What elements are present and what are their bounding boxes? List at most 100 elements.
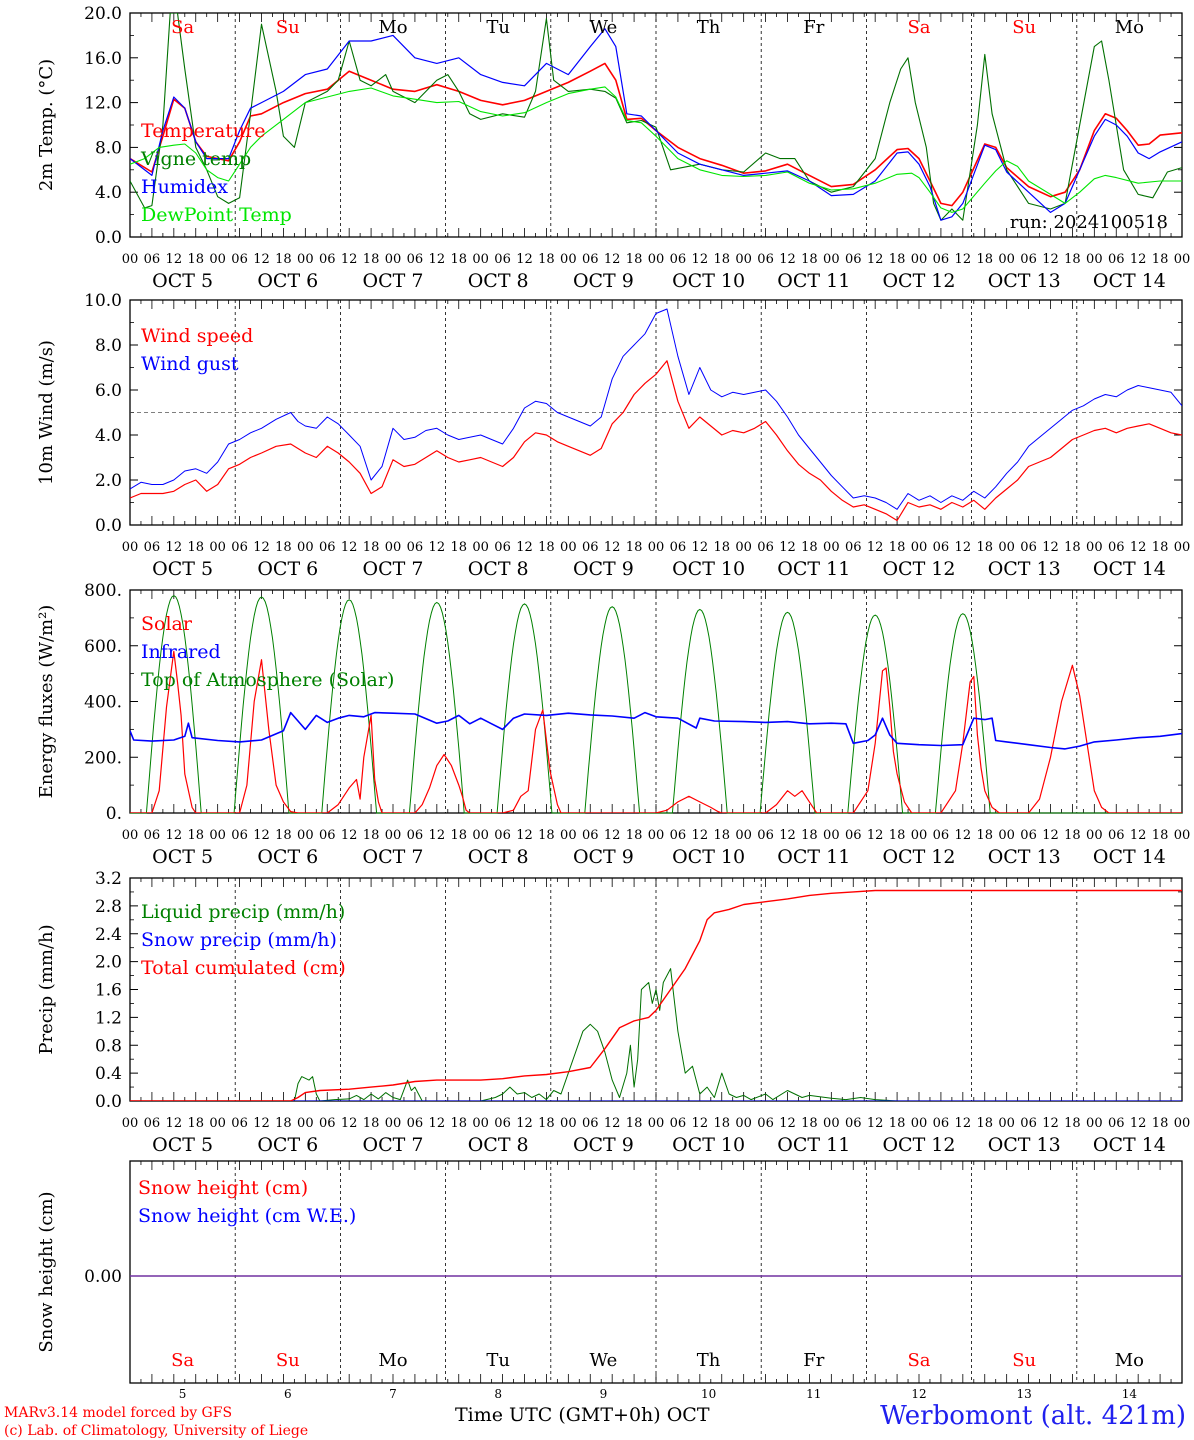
date-label: OCT 9 bbox=[573, 558, 634, 580]
hour-label: 18 bbox=[275, 540, 292, 555]
date-label: OCT 7 bbox=[363, 1134, 424, 1156]
model-credit: MARv3.14 model forced by GFS bbox=[4, 1405, 233, 1421]
hour-label: 00 bbox=[648, 1116, 665, 1131]
hour-label: 00 bbox=[998, 828, 1015, 843]
hour-label: 00 bbox=[735, 540, 752, 555]
y-tick-label: 8.0 bbox=[95, 336, 122, 356]
hour-label: 06 bbox=[1108, 540, 1125, 555]
y-tick-label: 2.0 bbox=[95, 471, 122, 491]
weekday-label: Sa bbox=[907, 17, 930, 38]
hour-label: 12 bbox=[253, 828, 270, 843]
date-label: OCT 10 bbox=[672, 270, 745, 292]
hour-label: 12 bbox=[341, 540, 358, 555]
weekday-label: Sa bbox=[171, 17, 194, 38]
hour-label: 18 bbox=[538, 540, 555, 555]
hour-label: 06 bbox=[494, 1116, 511, 1131]
hour-label: 00 bbox=[1174, 252, 1191, 267]
hour-label: 18 bbox=[976, 828, 993, 843]
hour-label: 06 bbox=[319, 540, 336, 555]
weekday-label: Su bbox=[276, 1350, 300, 1371]
hour-label: 00 bbox=[385, 540, 402, 555]
y-tick-label: 4.0 bbox=[95, 183, 122, 203]
date-label: OCT 11 bbox=[777, 558, 850, 580]
series-dewpoint-temp bbox=[130, 86, 1182, 213]
y-axis-label: Energy fluxes (W/m²) bbox=[36, 605, 57, 799]
hour-label: 06 bbox=[933, 828, 950, 843]
hour-label: 12 bbox=[955, 252, 972, 267]
date-label: OCT 5 bbox=[152, 558, 213, 580]
hour-label: 00 bbox=[560, 828, 577, 843]
hour-label: 00 bbox=[560, 540, 577, 555]
hour-label: 18 bbox=[713, 540, 730, 555]
series-infrared bbox=[130, 711, 1182, 750]
hour-label: 18 bbox=[626, 828, 643, 843]
legend-entry: Temperature bbox=[141, 120, 265, 142]
legend-entry: Snow precip (mm/h) bbox=[141, 929, 337, 951]
hour-label: 12 bbox=[692, 540, 709, 555]
hour-label: 18 bbox=[187, 828, 204, 843]
hour-label: 18 bbox=[713, 252, 730, 267]
weekday-label: Mo bbox=[378, 17, 407, 38]
hour-label: 12 bbox=[867, 1116, 884, 1131]
hour-label: 06 bbox=[1020, 252, 1037, 267]
panel-4: 0.0 0.4 0.8 1.2 1.6 2.0 2.4 2.8 3.2 Precip (mm/h)… bbox=[36, 869, 1190, 1156]
hour-label: 00 bbox=[385, 1116, 402, 1131]
hour-label: 12 bbox=[429, 252, 446, 267]
hour-label: 12 bbox=[516, 540, 533, 555]
hour-label: 06 bbox=[144, 828, 161, 843]
date-label: OCT 6 bbox=[257, 270, 318, 292]
hour-label: 00 bbox=[560, 1116, 577, 1131]
hour-label: 18 bbox=[275, 828, 292, 843]
hour-label: 18 bbox=[1152, 1116, 1169, 1131]
hour-label: 00 bbox=[1174, 540, 1191, 555]
hour-label: 06 bbox=[582, 540, 599, 555]
date-label: OCT 6 bbox=[257, 846, 318, 868]
date-label: OCT 13 bbox=[988, 1134, 1061, 1156]
hour-label: 00 bbox=[209, 828, 226, 843]
date-label: OCT 7 bbox=[363, 558, 424, 580]
date-label: OCT 8 bbox=[468, 270, 529, 292]
weekday-label: Su bbox=[276, 17, 300, 38]
hour-label: 06 bbox=[407, 540, 424, 555]
hour-label: 00 bbox=[560, 252, 577, 267]
hour-label: 06 bbox=[845, 252, 862, 267]
hour-label: 06 bbox=[1020, 1116, 1037, 1131]
hour-label: 18 bbox=[450, 828, 467, 843]
hour-label: 18 bbox=[801, 828, 818, 843]
hour-label: 00 bbox=[122, 540, 139, 555]
date-label: OCT 7 bbox=[363, 270, 424, 292]
hour-label: 06 bbox=[757, 1116, 774, 1131]
hour-label: 18 bbox=[889, 828, 906, 843]
weekday-label: Mo bbox=[378, 1350, 407, 1371]
date-label: OCT 10 bbox=[672, 1134, 745, 1156]
hour-label: 18 bbox=[889, 540, 906, 555]
hour-label: 00 bbox=[209, 1116, 226, 1131]
hour-label: 12 bbox=[166, 828, 183, 843]
legend-entry: Snow height (cm) bbox=[138, 1177, 308, 1199]
hour-label: 12 bbox=[604, 828, 621, 843]
hour-label: 12 bbox=[1130, 828, 1147, 843]
hour-label: 18 bbox=[187, 540, 204, 555]
hour-label: 06 bbox=[845, 540, 862, 555]
date-label: OCT 12 bbox=[882, 270, 955, 292]
weekday-label: Su bbox=[1012, 1350, 1036, 1371]
hour-label: 18 bbox=[976, 540, 993, 555]
y-tick-label: 2.8 bbox=[95, 897, 122, 917]
date-label: OCT 11 bbox=[777, 846, 850, 868]
hour-label: 18 bbox=[1152, 828, 1169, 843]
hour-label: 18 bbox=[538, 1116, 555, 1131]
hour-label: 06 bbox=[670, 252, 687, 267]
y-tick-label: 400. bbox=[84, 693, 122, 713]
date-label: OCT 14 bbox=[1093, 1134, 1166, 1156]
hour-label: 12 bbox=[867, 252, 884, 267]
hour-label: 00 bbox=[735, 1116, 752, 1131]
date-label: OCT 8 bbox=[468, 846, 529, 868]
hour-label: 06 bbox=[231, 1116, 248, 1131]
date-label: OCT 12 bbox=[882, 846, 955, 868]
hour-label: 18 bbox=[1152, 252, 1169, 267]
hour-label: 06 bbox=[144, 1116, 161, 1131]
hour-label: 00 bbox=[1174, 828, 1191, 843]
hour-label: 06 bbox=[494, 540, 511, 555]
date-label: OCT 12 bbox=[882, 558, 955, 580]
date-label: OCT 13 bbox=[988, 846, 1061, 868]
